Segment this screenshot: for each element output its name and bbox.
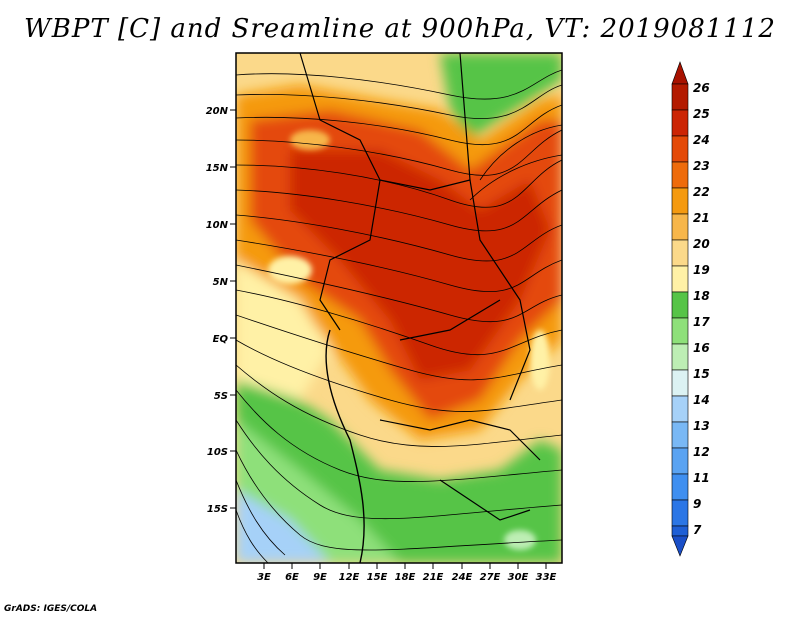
lon-label: 30E (508, 572, 529, 583)
lat-label: 5N (213, 277, 229, 288)
colorbar-segment (671, 395, 689, 423)
colorbar-label: 23 (693, 159, 710, 173)
lon-label: 3E (257, 572, 271, 583)
credit-text: GrADS: IGES/COLA (4, 604, 98, 614)
lat-label: 10S (207, 447, 228, 458)
lat-label: 15N (206, 163, 229, 174)
colorbar-segment (671, 421, 689, 449)
colorbar-label: 12 (693, 445, 710, 459)
colorbar-segment (671, 369, 689, 397)
map-frame (235, 52, 563, 564)
lat-label: EQ (213, 334, 229, 345)
colorbar (671, 61, 689, 557)
temperature-field (236, 53, 562, 563)
colorbar-label: 26 (693, 81, 710, 95)
colorbar-label: 20 (693, 237, 710, 251)
lon-label: 12E (339, 572, 360, 583)
colorbar-label: 11 (693, 471, 710, 485)
colorbar-label: 16 (693, 341, 710, 355)
chart-title: WBPT [C] and Sreamline at 900hPa, VT: 20… (24, 14, 776, 44)
colorbar-segment (671, 213, 689, 241)
colorbar-segment (671, 499, 689, 527)
lat-label: 5S (214, 391, 228, 402)
lon-axis: 3E 6E 9E 12E 15E 18E 21E 24E 27E 30E 33E (257, 563, 557, 583)
colorbar-label: 25 (693, 107, 710, 121)
colorbar-segment (671, 291, 689, 319)
colorbar-top-tip (671, 61, 689, 85)
lon-label: 27E (480, 572, 501, 583)
lon-label: 6E (285, 572, 299, 583)
colorbar-label: 17 (693, 315, 710, 329)
colorbar-segment (671, 135, 689, 163)
colorbar-segment (671, 109, 689, 137)
country-borders (299, 53, 541, 563)
colorbar-label: 9 (693, 497, 701, 511)
colorbar-label: 22 (693, 185, 710, 199)
colorbar-segment (671, 343, 689, 371)
lon-label: 33E (536, 572, 557, 583)
colorbar-segment (671, 265, 689, 293)
lon-label: 21E (423, 572, 444, 583)
colorbar-label: 13 (693, 419, 710, 433)
lat-label: 15S (207, 504, 228, 515)
colorbar-label: 18 (693, 289, 710, 303)
colorbar-label: 15 (693, 367, 710, 381)
colorbar-label: 21 (693, 211, 710, 225)
colorbar-segment (671, 447, 689, 475)
colorbar-labels: 26 25 24 23 22 21 20 19 18 17 16 15 14 1… (693, 81, 710, 537)
colorbar-label: 19 (693, 263, 710, 277)
lon-label: 15E (367, 572, 388, 583)
colorbar-segment (671, 187, 689, 215)
streamlines (236, 69, 562, 563)
colorbar-bottom-tip (671, 535, 689, 557)
colorbar-segment (671, 525, 689, 537)
colorbar-label: 7 (693, 523, 702, 537)
colorbar-label: 24 (693, 133, 710, 147)
colorbar-segment (671, 161, 689, 189)
lon-label: 24E (452, 572, 473, 583)
lon-label: 18E (395, 572, 416, 583)
colorbar-segment (671, 317, 689, 345)
colorbar-segment (671, 473, 689, 501)
lat-axis: 20N 15N 10N 5N EQ 5S 10S 15S (206, 106, 236, 515)
lon-label: 9E (313, 572, 327, 583)
lat-label: 20N (206, 106, 229, 117)
lat-label: 10N (206, 220, 229, 231)
colorbar-segment (671, 239, 689, 267)
colorbar-label: 14 (693, 393, 710, 407)
colorbar-segment (671, 83, 689, 111)
